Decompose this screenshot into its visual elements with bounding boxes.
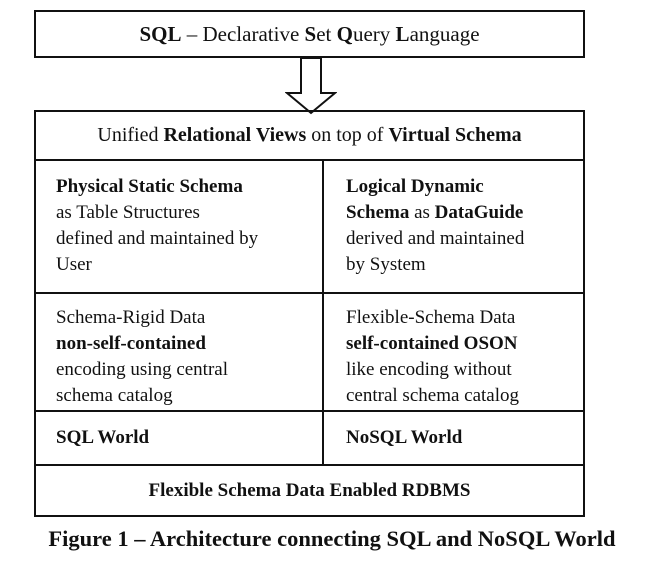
- data_right-line: like encoding without: [346, 357, 583, 383]
- schema_left-line: defined and maintained by: [56, 226, 322, 252]
- schema_right-line: Logical Dynamic: [346, 174, 583, 200]
- data_left-segment: Schema-Rigid Data: [56, 307, 206, 328]
- divider-views: [34, 159, 585, 161]
- title_box-text: SQL – Declarative Set Query Language: [139, 22, 479, 47]
- schema_right-segment: Logical Dynamic: [346, 176, 484, 197]
- flexible-rdbms-box: Flexible Schema Data Enabled RDBMS: [34, 464, 585, 517]
- figure-caption: Figure 1 – Architecture connecting SQL a…: [48, 526, 616, 551]
- views_row-text: Unified Relational Views on top of Virtu…: [97, 124, 521, 147]
- schema_left-segment: defined and maintained by: [56, 228, 259, 249]
- divider-columns: [322, 160, 324, 465]
- data_right-segment: central schema catalog: [346, 385, 520, 405]
- schema_left-segment: as Table Structures: [56, 202, 200, 223]
- divider-data: [34, 410, 585, 412]
- schema-rigid-data-cell: Schema-Rigid Data non-self-contained encod…: [36, 305, 322, 405]
- data_left-line: schema catalog: [56, 383, 322, 405]
- schema_left-line: as Table Structures: [56, 200, 322, 226]
- schema_left-line: Physical Static Schema: [56, 174, 322, 200]
- title_box-segment: L: [395, 21, 410, 46]
- title_box-segment: uery: [352, 21, 396, 46]
- data_right-line: Flexible-Schema Data: [346, 305, 583, 331]
- physical-static-schema-cell: Physical Static Schema as Table Structure…: [36, 174, 322, 284]
- logical-dynamic-schema-cell: Logical Dynamic Schema as DataGuide derive…: [324, 174, 583, 284]
- relational-views-row: Unified Relational Views on top of Virtu…: [34, 110, 585, 160]
- data_left-line: non-self-contained: [56, 331, 322, 357]
- schema_right-segment: DataGuide: [434, 202, 524, 223]
- views_row-segment: Unified: [97, 123, 164, 146]
- title_box-segment: anguage: [409, 21, 480, 46]
- down-arrow-icon: [285, 57, 337, 115]
- views_row-segment: Relational Views: [163, 123, 307, 146]
- data_left-line: encoding using central: [56, 357, 322, 383]
- schema_right-line: Schema as DataGuide: [346, 200, 583, 226]
- data_right-segment: Flexible-Schema Data: [346, 307, 516, 328]
- schema_right-segment: as: [409, 202, 435, 223]
- flexible-schema-data-cell: Flexible-Schema Data self-contained OSON l…: [324, 305, 583, 405]
- views_row-segment: Virtual Schema: [388, 123, 522, 146]
- views_row-segment: on top of: [306, 123, 389, 146]
- schema_left-segment: User: [56, 254, 92, 275]
- title_box-segment: et: [316, 21, 337, 46]
- data_left-segment: schema catalog: [56, 385, 173, 405]
- schema_left-segment: Physical Static Schema: [56, 176, 243, 197]
- title_box-segment: SQL: [139, 21, 182, 46]
- divider-schema: [34, 292, 585, 294]
- data_left-segment: non-self-contained: [56, 333, 206, 354]
- data_right-line: central schema catalog: [346, 383, 583, 405]
- title_box-segment: Q: [336, 21, 353, 46]
- data_right-segment: self-contained OSON: [346, 333, 518, 354]
- schema_left-line: User: [56, 252, 322, 278]
- nosql-world-label: NoSQL World: [346, 427, 463, 448]
- schema_right-line: by System: [346, 252, 583, 278]
- sql-language-box: SQL – Declarative Set Query Language: [34, 10, 585, 58]
- sql-world-label: SQL World: [56, 427, 150, 448]
- title_box-segment: – Declarative: [181, 21, 305, 46]
- schema_right-segment: derived and maintained: [346, 228, 525, 249]
- data_right-line: self-contained OSON: [346, 331, 583, 357]
- data_right-segment: like encoding without: [346, 359, 512, 380]
- schema_right-segment: Schema: [346, 202, 410, 223]
- schema_right-segment: by System: [346, 254, 426, 275]
- schema_right-line: derived and maintained: [346, 226, 583, 252]
- data_left-line: Schema-Rigid Data: [56, 305, 322, 331]
- data_left-segment: encoding using central: [56, 359, 229, 380]
- title_box-segment: S: [304, 21, 317, 46]
